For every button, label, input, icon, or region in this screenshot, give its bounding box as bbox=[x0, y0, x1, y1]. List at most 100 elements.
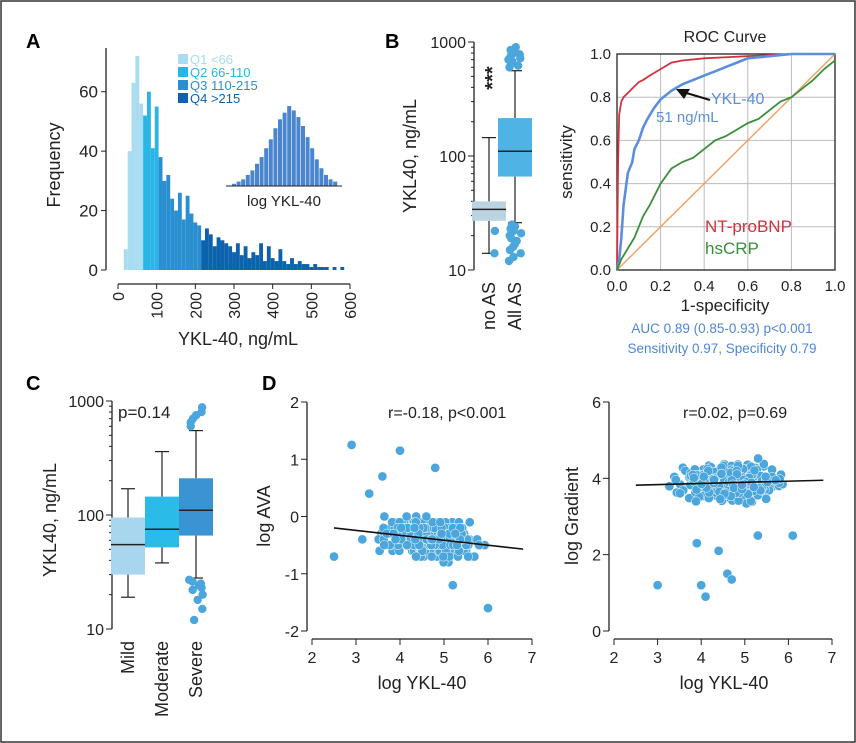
inset-histogram-bar bbox=[287, 106, 292, 186]
x-tick-label: 2 bbox=[610, 650, 619, 667]
scatter-point bbox=[377, 471, 388, 482]
x-tick-label: 1.0 bbox=[825, 278, 846, 295]
legend-swatch bbox=[178, 67, 188, 77]
histogram-bar bbox=[205, 228, 209, 270]
inset-histogram-bar bbox=[328, 179, 333, 186]
box-outlier bbox=[193, 595, 202, 605]
box-outlier bbox=[198, 604, 207, 614]
scatter-point bbox=[696, 580, 707, 591]
scatter-point bbox=[426, 551, 437, 562]
y-tick-label: 40 bbox=[79, 142, 98, 161]
category-label: no AS bbox=[479, 282, 499, 330]
histogram-bar bbox=[313, 264, 318, 270]
inset-histogram-bar bbox=[324, 174, 328, 186]
y-tick-label: 0.2 bbox=[590, 219, 611, 236]
y-tick-label: 2 bbox=[290, 395, 299, 412]
box-plot-severity: 10 100 1000 Mild Moderate Severe YKL40, ng/mL p… bbox=[40, 394, 213, 717]
y-tick-label: 4 bbox=[592, 471, 601, 488]
correlation-label: r=0.02, p=0.69 bbox=[683, 405, 787, 422]
histogram-bar bbox=[305, 264, 310, 270]
scatter-log-ava: -2 -1 0 1 2 2 3 4 5 6 7 r=-0.18, p<0.001 log YKL-40 l… bbox=[254, 395, 537, 693]
y-tick-label: 0.0 bbox=[590, 262, 611, 279]
box-outlier bbox=[511, 43, 520, 52]
scatter-point bbox=[357, 534, 368, 545]
box-outlier bbox=[516, 249, 525, 258]
p-value-label: p=0.14 bbox=[118, 403, 170, 422]
scatter-point bbox=[329, 551, 339, 562]
y-tick-label: 0.8 bbox=[590, 89, 611, 106]
scatter-point bbox=[675, 488, 685, 499]
y-tick-label: 10 bbox=[86, 622, 104, 639]
box-outlier bbox=[516, 229, 526, 238]
histogram-bar bbox=[162, 180, 167, 270]
scatter-point bbox=[395, 445, 405, 456]
histogram-bar bbox=[274, 261, 279, 270]
inset-histogram-bar bbox=[245, 174, 250, 186]
histogram-bar bbox=[212, 246, 217, 270]
scatter-point bbox=[346, 440, 357, 450]
box-outlier bbox=[507, 220, 517, 229]
box-outlier bbox=[188, 585, 197, 595]
histogram-bar bbox=[286, 264, 291, 270]
histogram-bar bbox=[170, 198, 175, 270]
x-tick-label: 0.2 bbox=[650, 278, 671, 295]
category-label: Severe bbox=[186, 641, 206, 698]
scatter-point bbox=[390, 534, 401, 545]
scatter-point bbox=[447, 580, 458, 591]
panel-label-d: D bbox=[262, 373, 276, 395]
plot-frame bbox=[616, 53, 836, 271]
y-tick-label: 100 bbox=[77, 508, 104, 525]
histogram-bar bbox=[220, 240, 225, 270]
y-tick-label: 20 bbox=[79, 202, 98, 221]
regression-line bbox=[333, 527, 524, 550]
scatter-point bbox=[715, 494, 726, 505]
x-tick-label: 0 bbox=[111, 292, 128, 301]
legend-label: NT-proBNP bbox=[705, 217, 792, 236]
inset-histogram-bar bbox=[314, 159, 319, 186]
histogram-bar bbox=[243, 246, 248, 270]
histogram-bar bbox=[321, 267, 325, 270]
histogram-bar bbox=[324, 267, 329, 270]
inset-histogram-bar bbox=[301, 126, 305, 186]
x-tick-label: 7 bbox=[528, 650, 537, 667]
y-tick-label: 2 bbox=[592, 548, 601, 565]
x-tick-label: 3 bbox=[352, 650, 361, 667]
scatter-point bbox=[728, 483, 739, 493]
histogram-bar bbox=[278, 249, 283, 270]
inset-histogram-bar bbox=[282, 112, 287, 186]
histogram-bar bbox=[247, 258, 252, 270]
scatter-point bbox=[464, 517, 475, 528]
scatter-point bbox=[421, 511, 432, 522]
sensitivity-text: Sensitivity 0.97, Specificity 0.79 bbox=[627, 341, 816, 356]
scatter-point bbox=[770, 475, 781, 486]
scatter-point bbox=[379, 540, 389, 550]
scatter-point bbox=[450, 528, 461, 539]
y-tick-label: 60 bbox=[79, 83, 98, 102]
histogram-bar bbox=[150, 148, 155, 270]
scatter-point bbox=[435, 517, 446, 528]
x-tick-label: 0.0 bbox=[607, 278, 628, 295]
scatter-point bbox=[709, 474, 719, 485]
panel-label-a: A bbox=[26, 31, 40, 53]
inset-histogram-bar bbox=[232, 183, 236, 186]
roc-curve-hscrp bbox=[616, 59, 836, 271]
legend-label: Q4 >215 bbox=[190, 91, 240, 106]
y-tick-label: 1 bbox=[290, 452, 299, 469]
scatter-point bbox=[379, 511, 390, 522]
y-tick-label: 6 bbox=[592, 395, 601, 412]
x-tick-label: 6 bbox=[784, 650, 793, 667]
arrow-shaft bbox=[682, 91, 711, 101]
histogram-bar bbox=[255, 255, 260, 270]
correlation-label: r=-0.18, p<0.001 bbox=[388, 405, 506, 422]
box-outlier bbox=[490, 249, 499, 258]
chart-title: ROC Curve bbox=[684, 29, 767, 46]
histogram-bar bbox=[290, 258, 294, 270]
histogram-bar bbox=[177, 192, 182, 270]
auc-text: AUC 0.89 (0.85-0.93) p<0.001 bbox=[631, 321, 812, 336]
panel-label-b: B bbox=[385, 31, 399, 53]
y-axis-title: YKL40, ng/mL bbox=[40, 463, 60, 577]
y-tick-label: 0 bbox=[89, 261, 98, 280]
x-axis-title: YKL-40, ng/mL bbox=[178, 329, 298, 349]
y-tick-label: 1000 bbox=[68, 394, 104, 411]
